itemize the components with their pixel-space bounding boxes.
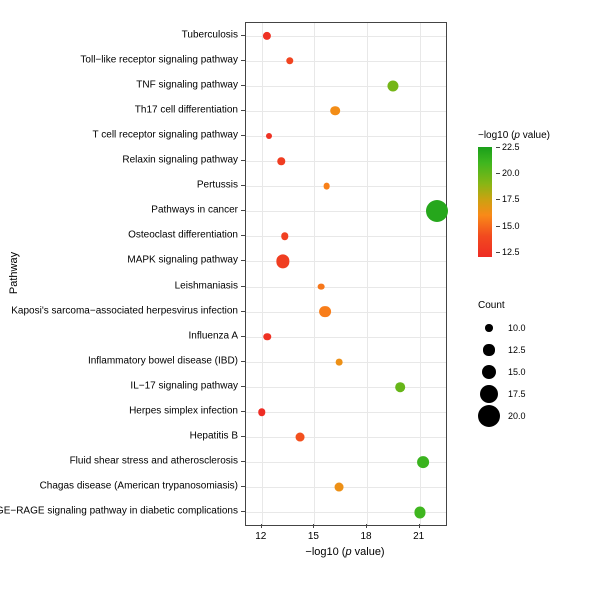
y-tick-label: Leishmaniasis (175, 280, 238, 291)
y-tick-label: IL−17 signaling pathway (130, 380, 238, 391)
data-point (323, 183, 330, 190)
y-tick-label: Toll−like receptor signaling pathway (80, 54, 238, 65)
data-point (414, 507, 425, 518)
y-tick-label: Relaxin signaling pathway (122, 155, 238, 166)
y-tick-label: TNF signaling pathway (136, 79, 238, 90)
y-tick-label: Th17 cell differentiation (135, 104, 238, 115)
size-legend-label: 17.5 (508, 389, 526, 399)
data-point (426, 200, 448, 222)
x-tick-label: 15 (308, 531, 319, 542)
size-legend-dot (482, 365, 497, 380)
size-legend-dot (485, 324, 492, 331)
size-legend-label: 12.5 (508, 345, 526, 355)
color-legend: −log10 (p value) 12.515.017.520.022.5 (478, 130, 550, 257)
size-legend-dot (480, 385, 498, 403)
data-point (281, 233, 288, 240)
size-legend-label: 20.0 (508, 411, 526, 421)
x-tick-label: 12 (255, 531, 266, 542)
y-tick-label: Chagas disease (American trypanosomiasis… (40, 481, 238, 492)
size-legend-dot (483, 344, 494, 355)
y-tick-label: AGE−RAGE signaling pathway in diabetic c… (0, 506, 238, 517)
data-point (319, 306, 331, 318)
size-legend-row: 17.5 (478, 383, 526, 405)
size-legend-row: 10.0 (478, 317, 526, 339)
y-axis-title: Pathway (8, 252, 20, 294)
data-point (331, 106, 341, 116)
data-point (417, 456, 429, 468)
data-point (263, 31, 271, 39)
y-tick-label: Herpes simplex infection (129, 406, 238, 417)
y-tick-label: Kaposi's sarcoma−associated herpesvirus … (11, 305, 238, 316)
data-point (258, 408, 265, 415)
data-point (286, 57, 293, 64)
size-legend-row: 12.5 (478, 339, 526, 361)
size-legend-dot (478, 405, 500, 427)
data-point (276, 255, 289, 268)
color-tick-label: 22.5 (502, 142, 520, 152)
data-point (266, 133, 272, 139)
y-tick-label: Osteoclast differentiation (128, 230, 238, 241)
data-point (336, 358, 343, 365)
plot-area (245, 22, 447, 526)
color-tick-label: 12.5 (502, 247, 520, 257)
color-tick-label: 20.0 (502, 168, 520, 178)
x-tick-label: 18 (360, 531, 371, 542)
data-point (318, 283, 325, 290)
size-legend-row: 15.0 (478, 361, 526, 383)
x-tick-label: 21 (413, 531, 424, 542)
dotplot-chart: 12 15 18 21 Tuberculosis Toll−like receptor … (0, 0, 598, 593)
size-legend-label: 10.0 (508, 323, 526, 333)
size-legend-title: Count (478, 300, 526, 311)
data-point (296, 433, 305, 442)
y-tick-label: Tuberculosis (182, 29, 238, 40)
x-axis-title: −log10 (p value) (305, 546, 384, 558)
data-point (263, 333, 270, 340)
color-tick-label: 17.5 (502, 194, 520, 204)
y-tick-label: Hepatitis B (190, 431, 238, 442)
data-point (396, 382, 406, 392)
y-tick-label: Influenza A (189, 330, 238, 341)
y-tick-label: T cell receptor signaling pathway (93, 129, 238, 140)
y-tick-label: Fluid shear stress and atherosclerosis (70, 456, 238, 467)
size-legend: Count 10.0 12.5 15.0 17.5 20.0 (478, 300, 526, 427)
size-legend-label: 15.0 (508, 367, 526, 377)
color-legend-title: −log10 (p value) (478, 130, 550, 141)
color-bar: 12.515.017.520.022.5 (478, 147, 492, 257)
y-tick-label: MAPK signaling pathway (127, 255, 238, 266)
data-point (335, 483, 344, 492)
data-point (277, 157, 284, 164)
data-point (388, 80, 399, 91)
y-tick-label: Inflammatory bowel disease (IBD) (88, 355, 238, 366)
y-tick-label: Pathways in cancer (151, 205, 238, 216)
y-tick-label: Pertussis (197, 180, 238, 191)
color-tick-label: 15.0 (502, 221, 520, 231)
size-legend-row: 20.0 (478, 405, 526, 427)
